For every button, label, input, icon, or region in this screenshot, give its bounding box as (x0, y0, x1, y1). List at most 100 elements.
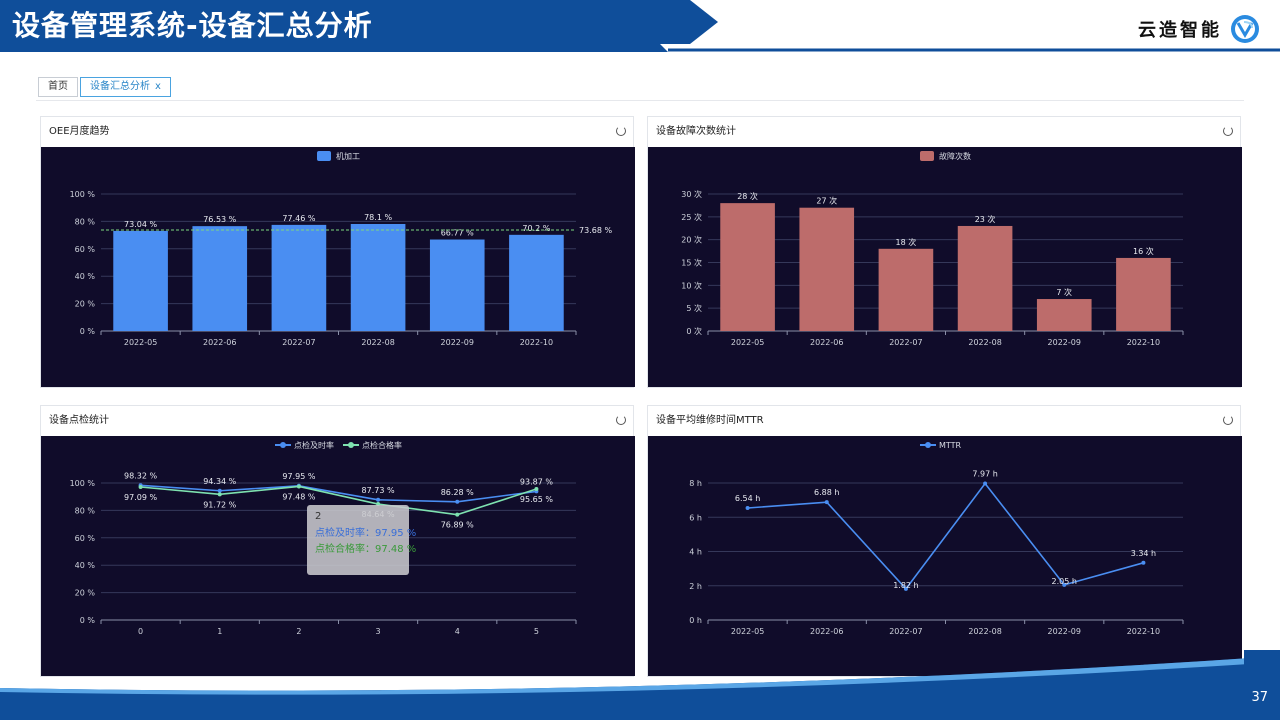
oee-bar (113, 230, 168, 331)
x-tick-label: 2 (296, 627, 301, 636)
x-tick-label: 2022-08 (361, 338, 394, 347)
tab-summary[interactable]: 设备汇总分析 x (80, 77, 171, 97)
refresh-icon[interactable] (1223, 126, 1233, 136)
legend-label: 点检及时率 (294, 440, 334, 450)
y-tick-label: 15 次 (681, 258, 702, 268)
spot-point (376, 497, 381, 502)
fault-value-label: 18 次 (896, 237, 917, 247)
fault-bar (957, 225, 1013, 331)
spot-data-label: 93.87 % (520, 477, 553, 486)
y-tick-label: 5 次 (686, 303, 702, 313)
mttr-data-label: 2.05 h (1052, 577, 1077, 586)
spot-chart-svg: 点检及时率 点检合格率 0 % 20 % 40 % 60 % 80 % 100 % 0 1 2 3 4 5… (70, 440, 577, 636)
spot-point (138, 484, 143, 489)
spot-data-label: 97.09 % (124, 493, 157, 502)
mttr-point (745, 506, 750, 511)
y-tick-label: 0 次 (686, 326, 702, 336)
y-tick-label: 25 次 (681, 212, 702, 222)
legend-swatch (317, 151, 331, 161)
panel-fault-title: 设备故障次数统计 (656, 126, 736, 137)
x-tick-label: 2022-05 (124, 338, 157, 347)
x-tick-label: 2022-06 (810, 627, 843, 636)
mttr-point (1141, 560, 1146, 565)
refresh-icon[interactable] (616, 415, 626, 425)
y-tick-label: 8 h (689, 479, 702, 488)
oee-bar (429, 239, 485, 331)
brand: 云造智能 (1138, 12, 1260, 46)
spot-data-label: 97.95 % (282, 472, 315, 481)
panel-mttr-title: 设备平均维修时间MTTR (656, 415, 764, 426)
mttr-data-label: 6.88 h (814, 488, 839, 497)
mttr-point (1062, 582, 1067, 587)
page-number: 37 (1251, 690, 1268, 705)
refresh-icon[interactable] (616, 126, 626, 136)
fault-bar (1036, 299, 1092, 331)
spot-data-label: 94.34 % (203, 477, 236, 486)
panel-oee-header: OEE月度趋势 (41, 117, 633, 146)
y-tick-label: 40 % (75, 272, 96, 281)
spot-point (217, 488, 222, 493)
x-tick-label: 2022-06 (810, 338, 843, 347)
spot-point (534, 486, 539, 491)
y-tick-label: 6 h (689, 513, 702, 522)
oee-chart: 机加工 0 % 20 % 40 % 60 % 80 % 100 % 2022-05 2022-0… (41, 147, 635, 387)
tab-summary-label: 设备汇总分析 (90, 81, 150, 92)
y-tick-label: 80 % (75, 217, 96, 226)
x-tick-label: 2022-09 (1048, 338, 1081, 347)
fault-chart-svg: 故障次数 0 次 5 次 10 次 15 次 20 次 25 次 30 次 2022-05 202… (681, 151, 1184, 347)
x-tick-label: 2022-05 (731, 627, 764, 636)
page-title: 设备管理系统-设备汇总分析 (12, 9, 373, 42)
legend-marker (925, 442, 931, 448)
x-tick-label: 3 (376, 627, 381, 636)
fault-bar (1116, 257, 1171, 331)
x-tick-label: 2022-05 (731, 338, 764, 347)
banner-shape (0, 0, 718, 44)
cloud-logo-icon (1231, 15, 1259, 43)
y-tick-label: 0 h (689, 616, 702, 625)
legend-swatch (920, 151, 934, 161)
x-tick-label: 2022-07 (282, 338, 315, 347)
fault-value-label: 27 次 (816, 196, 837, 206)
legend-marker (348, 442, 354, 448)
y-tick-label: 100 % (70, 479, 96, 488)
spot-data-label: 86.28 % (441, 488, 474, 497)
fault-chart: 故障次数 0 次 5 次 10 次 15 次 20 次 25 次 30 次 2022-05 202… (648, 147, 1242, 387)
y-tick-label: 4 h (689, 548, 702, 557)
oee-value-label: 70.2 % (522, 224, 550, 233)
spot-data-label: 95.65 % (520, 495, 553, 504)
tab-close-icon[interactable]: x (155, 81, 161, 92)
fault-bar (720, 203, 775, 331)
refresh-icon[interactable] (1223, 415, 1233, 425)
oee-value-label: 73.04 % (124, 220, 157, 229)
x-tick-label: 5 (534, 627, 539, 636)
fault-value-label: 28 次 (737, 191, 758, 201)
spot-data-label: 87.73 % (362, 486, 395, 495)
oee-chart-svg: 机加工 0 % 20 % 40 % 60 % 80 % 100 % 2022-05 2022-0… (70, 151, 612, 347)
mttr-point (903, 586, 908, 591)
fault-value-label: 7 次 (1056, 287, 1072, 297)
fault-bar (878, 248, 934, 331)
banner-underline (0, 44, 668, 52)
x-tick-label: 2022-08 (968, 627, 1001, 636)
y-tick-label: 40 % (75, 561, 96, 570)
spot-point (455, 512, 460, 517)
x-tick-label: 2022-09 (1048, 627, 1081, 636)
x-tick-label: 2022-10 (1127, 627, 1160, 636)
tooltip-row-pass: 点检合格率：97.48 % (315, 544, 417, 555)
y-tick-label: 0 % (80, 327, 96, 336)
mttr-series-line (747, 482, 1144, 591)
oee-value-label: 76.53 % (203, 215, 236, 224)
fault-value-label: 16 次 (1133, 246, 1154, 256)
x-tick-label: 4 (455, 627, 460, 636)
x-tick-label: 2022-07 (889, 627, 922, 636)
spot-point (217, 492, 222, 497)
average-label: 73.68 % (579, 226, 612, 235)
y-tick-label: 30 次 (681, 189, 702, 199)
spot-data-label: 91.72 % (203, 500, 236, 509)
x-tick-label: 2022-06 (203, 338, 236, 347)
tooltip-row-timely: 点检及时率：97.95 % (315, 528, 417, 539)
chart-tooltip: 2 点检及时率：97.95 % 点检合格率：97.48 % (307, 505, 417, 575)
tab-home[interactable]: 首页 (38, 77, 78, 97)
panel-oee: OEE月度趋势 机加工 0 % 20 % 40 % 60 % 80 % 100 % 2022-… (40, 116, 635, 388)
y-tick-label: 2 h (689, 582, 702, 591)
